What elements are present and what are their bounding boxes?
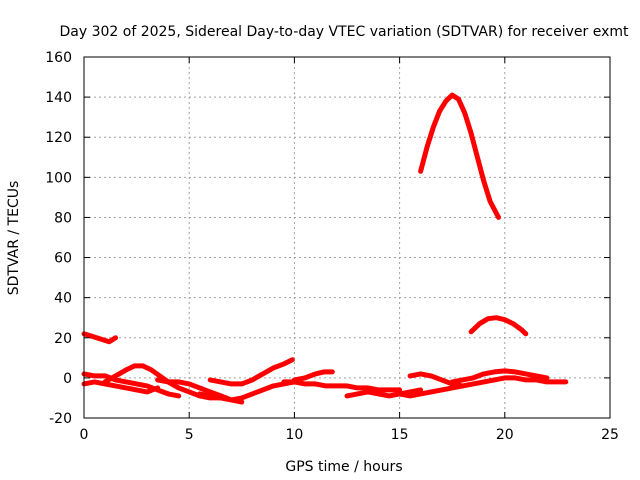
series-line-arc-l [449,368,550,385]
axis-ticks: 0 5 10 15 20 25 -20 0 20 40 60 80 100 120 140 160 [45,50,619,443]
y-tick-label: 160 [45,50,72,66]
series-group [81,92,569,405]
x-axis-label: GPS time / hours [285,459,402,475]
x-tick-label: 15 [391,427,409,443]
series-line-arc-k [407,371,466,389]
x-tick-label: 20 [496,427,514,443]
x-tick-label: 10 [285,427,303,443]
y-tick-label: 60 [54,251,72,267]
series-line-arc-g [281,379,403,393]
series-line-arc-e [207,357,295,387]
series-line-arc-i [344,387,424,399]
series-line-arc-peak [418,92,501,220]
x-tick-label: 25 [601,427,619,443]
series-line-arc-f [197,379,297,403]
series-line-arc-a [81,379,161,395]
y-tick-label: 40 [54,291,72,307]
series-line-arc-j [397,375,569,399]
y-tick-label: 120 [45,130,72,146]
plot-frame [83,56,611,419]
chart-title: Day 302 of 2025, Sidereal Day-to-day VTE… [60,24,630,40]
x-tick-label: 5 [185,427,194,443]
x-tick-label: 0 [80,427,89,443]
grid [84,57,610,418]
y-tick-label: 20 [54,331,72,347]
y-tick-label: 140 [45,90,72,106]
series-line-arc-h [291,369,335,383]
y-tick-label: 100 [45,170,72,186]
y-tick-label: -20 [49,411,72,427]
series-line-arc-early [81,331,119,345]
y-tick-label: 0 [63,371,72,387]
series-line-arc-hump [468,315,529,337]
series-line-arc-b [81,371,182,399]
y-tick-label: 80 [54,210,72,226]
y-axis-label: SDTVAR / TECUs [6,181,22,296]
